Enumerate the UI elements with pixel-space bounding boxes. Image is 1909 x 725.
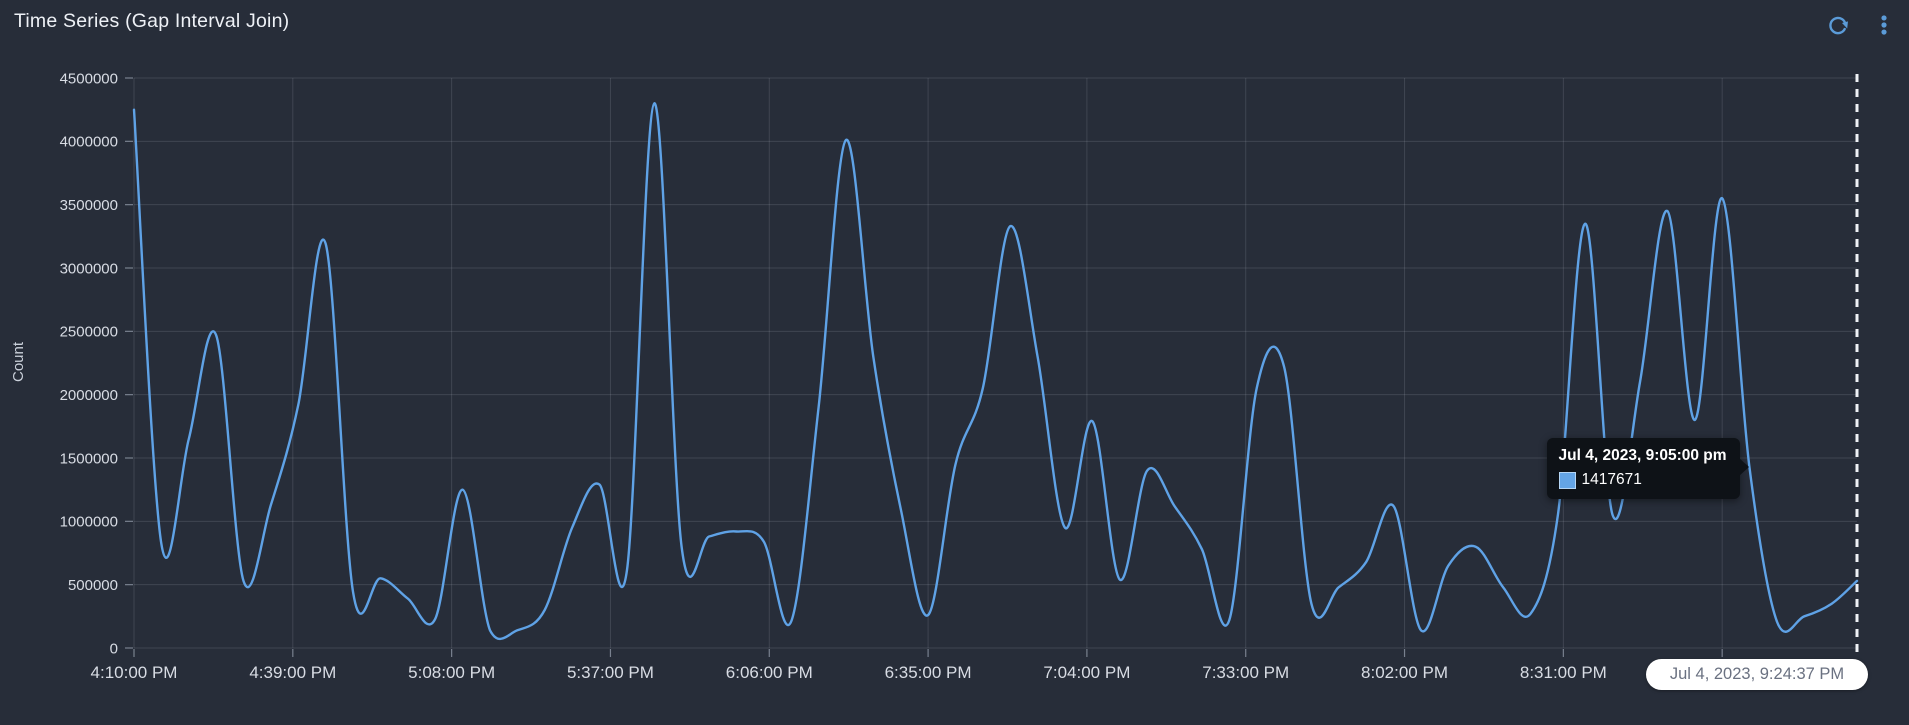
- svg-text:3000000: 3000000: [60, 260, 118, 277]
- panel-header: Time Series (Gap Interval Join): [0, 0, 1909, 48]
- series-line: [132, 102, 1859, 641]
- refresh-button[interactable]: [1821, 8, 1855, 42]
- svg-text:2500000: 2500000: [60, 324, 118, 341]
- svg-text:4500000: 4500000: [60, 70, 118, 87]
- svg-text:5:08:00 PM: 5:08:00 PM: [408, 663, 495, 682]
- svg-text:6:06:00 PM: 6:06:00 PM: [726, 663, 813, 682]
- svg-text:8:31:00 PM: 8:31:00 PM: [1520, 663, 1607, 682]
- svg-text:4000000: 4000000: [60, 134, 118, 151]
- page-title: Time Series (Gap Interval Join): [14, 10, 290, 32]
- tooltip-arrow: [1738, 458, 1749, 477]
- y-axis-labels: 0 500000 1000000 1500000 2000000 2500000 30000…: [60, 70, 118, 657]
- svg-text:2000000: 2000000: [60, 387, 118, 404]
- y-gridlines: [125, 77, 1857, 649]
- svg-text:4:39:00 PM: 4:39:00 PM: [249, 663, 336, 682]
- panel-actions: [1821, 8, 1901, 42]
- series-swatch-icon: [1558, 471, 1576, 489]
- current-time-pill: Jul 4, 2023, 9:24:37 PM: [1646, 659, 1868, 690]
- svg-text:4:10:00 PM: 4:10:00 PM: [91, 663, 178, 682]
- refresh-icon: [1829, 16, 1848, 35]
- chart-tooltip: Jul 4, 2023, 9:05:00 pm 1417671: [1546, 438, 1749, 500]
- svg-text:7:04:00 PM: 7:04:00 PM: [1043, 663, 1130, 682]
- svg-text:6:35:00 PM: 6:35:00 PM: [885, 663, 972, 682]
- x-axis-labels: 4:10:00 PM 4:39:00 PM 5:08:00 PM 5:37:00 PM…: [91, 663, 1607, 682]
- svg-text:5:37:00 PM: 5:37:00 PM: [567, 663, 654, 682]
- svg-text:7:33:00 PM: 7:33:00 PM: [1202, 663, 1289, 682]
- svg-text:8:02:00 PM: 8:02:00 PM: [1361, 663, 1448, 682]
- svg-text:3500000: 3500000: [60, 197, 118, 214]
- kebab-menu-icon: [1881, 15, 1887, 35]
- tooltip-value: 1417671: [1581, 471, 1642, 489]
- svg-text:1000000: 1000000: [60, 514, 118, 531]
- svg-text:0: 0: [110, 640, 118, 657]
- tooltip-timestamp: Jul 4, 2023, 9:05:00 pm: [1558, 447, 1727, 465]
- svg-text:1500000: 1500000: [60, 450, 118, 467]
- panel-menu-button[interactable]: [1867, 8, 1901, 42]
- x-gridlines: [133, 78, 1723, 657]
- tooltip-series-row: 1417671: [1558, 471, 1727, 489]
- y-axis-title: Count: [10, 341, 27, 383]
- svg-text:500000: 500000: [68, 577, 118, 594]
